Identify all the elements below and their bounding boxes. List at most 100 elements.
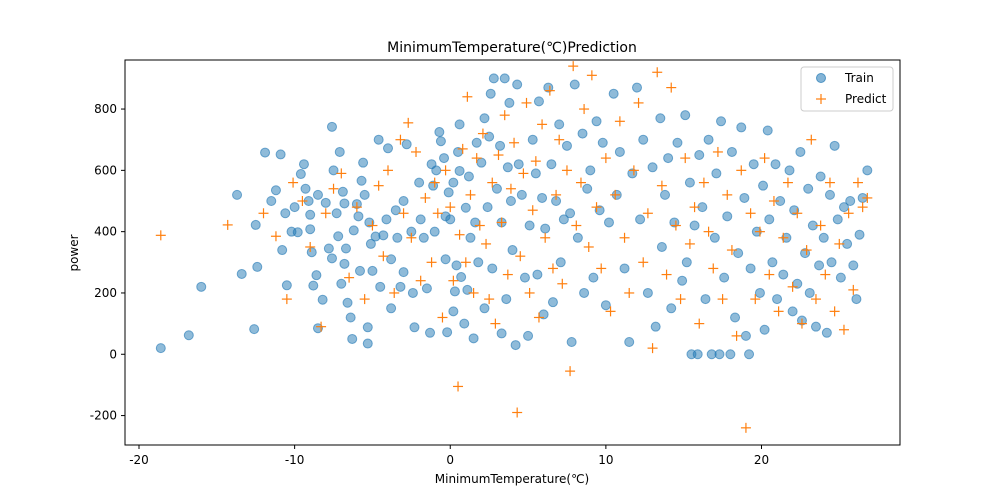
train-point [429,226,440,237]
predict-point [521,97,532,108]
train-point [339,198,350,209]
predict-point [344,272,355,283]
predict-point [838,324,849,335]
predict-point [820,269,831,280]
train-point [362,322,373,333]
train-point [434,127,445,138]
predict-point [703,226,714,237]
train-point [232,189,243,200]
predict-point [610,189,621,200]
train-point [448,177,459,188]
train-point [409,322,420,333]
train-point [736,122,747,133]
train-point [331,208,342,219]
train-point [373,134,384,145]
train-point [650,321,661,332]
train-point [378,230,389,241]
train-point [537,192,548,203]
train-point [280,208,291,219]
train-point [656,241,667,252]
train-point [810,321,821,332]
train-point [342,297,353,308]
predict-point [571,220,582,231]
train-point [395,281,406,292]
train-point [547,297,558,308]
train-point [516,189,527,200]
predict-point [561,165,572,176]
train-point [730,312,741,323]
train-point [725,349,736,360]
predict-point [432,208,443,219]
predict-point [834,238,845,249]
predict-point [656,180,667,191]
predict-point [493,150,504,161]
predict-point [445,202,456,213]
predict-point [736,165,747,176]
train-point [266,196,277,207]
train-point [614,146,625,157]
train-point [543,82,554,93]
x-tick-label: 0 [446,453,454,467]
predict-point [403,117,414,128]
train-point [496,328,507,339]
train-point [270,185,281,196]
predict-point [778,232,789,243]
train-point [733,248,744,259]
train-point [260,147,271,158]
predict-point [499,110,510,121]
predict-point [810,294,821,305]
train-point [642,287,653,298]
predict-point [670,220,681,231]
predict-point [554,134,565,145]
predict-point [768,196,779,207]
predict-point [460,257,471,268]
train-point [295,169,306,180]
train-point [465,232,476,243]
predict-point [600,153,611,164]
predict-point [518,168,529,179]
plot-frame [124,59,901,446]
predict-point [848,284,859,295]
train-point [336,278,347,289]
legend-train-marker [816,73,826,83]
predict-point [694,318,705,329]
predict-point [708,263,719,274]
train-point [716,116,727,127]
train-point [569,79,580,90]
predict-point [862,192,873,203]
train-point [546,159,557,170]
predict-point [652,67,663,78]
predict-point [468,287,479,298]
train-point [317,294,328,305]
train-point [714,349,725,360]
train-point [312,323,323,334]
train-point [340,243,351,254]
predict-point [440,165,451,176]
train-point [745,263,756,274]
predict-point [395,134,406,145]
train-point [647,162,658,173]
train-point [484,131,495,142]
predict-point [471,153,482,164]
train-point [854,229,865,240]
train-point [789,205,800,216]
predict-point [454,229,465,240]
predict-point [351,202,362,213]
predict-point [477,128,488,139]
predict-point [465,189,476,200]
train-point [356,175,367,186]
train-point [277,245,288,256]
train-point [814,260,825,271]
train-point [383,143,394,154]
train-point [323,243,334,254]
train-point [479,303,490,314]
train-point [398,267,409,278]
y-tick-label: 200 [94,286,117,300]
predict-point [328,183,339,194]
train-point [554,119,565,130]
train-point [505,196,516,207]
predict-point [824,177,835,188]
train-point [684,177,695,188]
train-point [339,258,350,269]
